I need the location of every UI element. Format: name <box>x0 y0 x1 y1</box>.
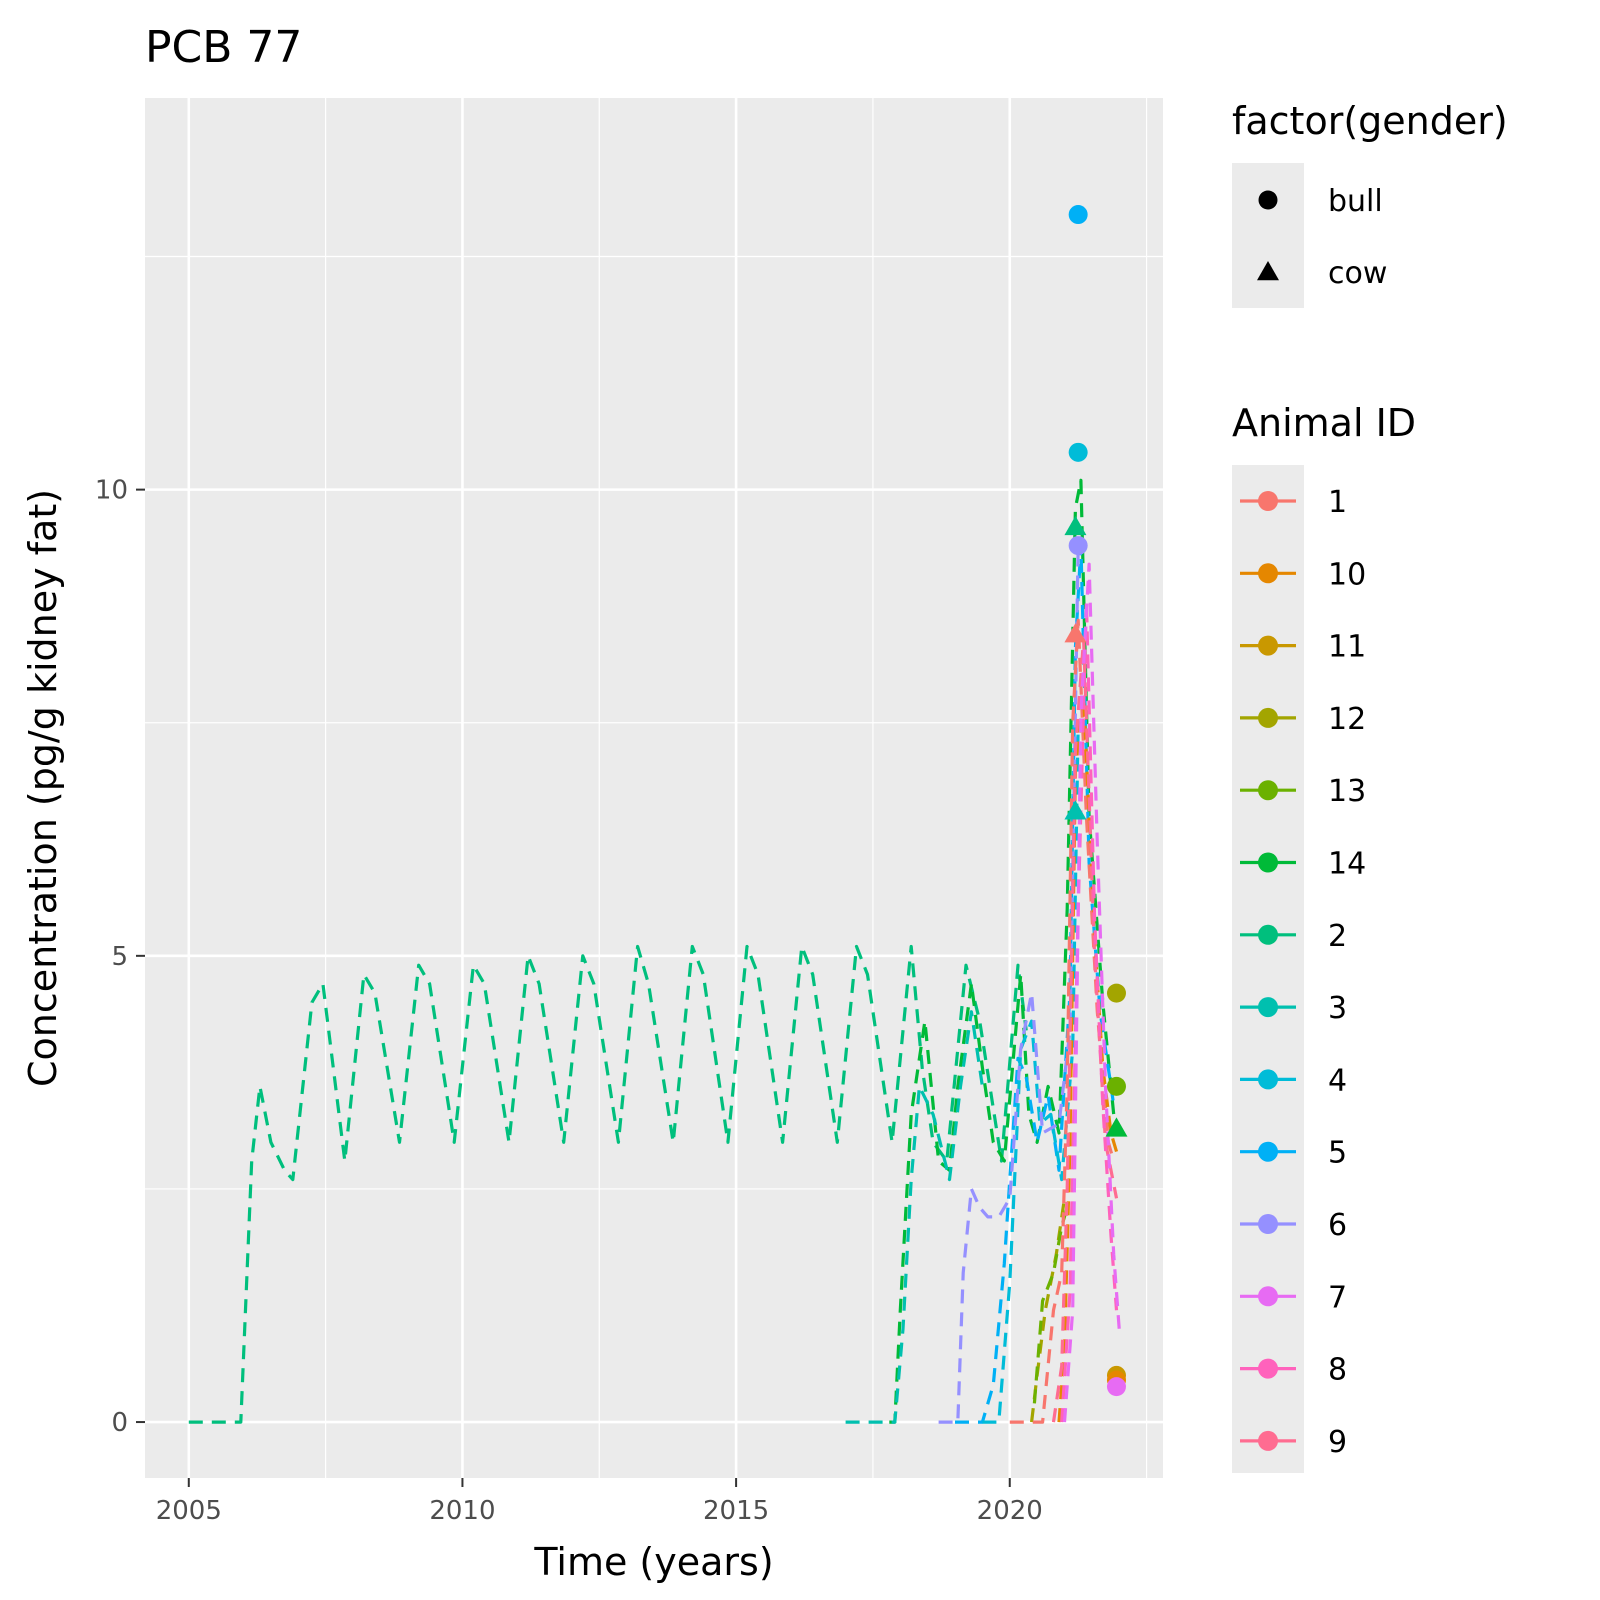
chart-title: PCB 77 <box>145 22 302 73</box>
legend-animal-1-label: 1 <box>1328 485 1347 520</box>
legend-animal-4-dot <box>1258 1069 1278 1090</box>
legend-animal-4-label: 4 <box>1328 1063 1347 1098</box>
data-point <box>1068 205 1088 225</box>
legend-animal-9-dot <box>1258 1430 1278 1451</box>
y-axis: 0 5 10 <box>95 476 145 1438</box>
data-point <box>1105 1117 1128 1137</box>
legend-animal-2-dot <box>1258 924 1278 945</box>
x-axis: 2005 2010 2015 2020 <box>156 1478 1043 1526</box>
legend-animal-11-label: 11 <box>1328 630 1366 665</box>
gender-legend-key-background <box>1232 163 1304 308</box>
data-point <box>1106 1076 1126 1096</box>
legend-animal-13-label: 13 <box>1328 774 1366 809</box>
minor-gridlines <box>145 98 1163 1478</box>
y-axis-title: Concentration (pg/g kidney fat) <box>21 489 65 1087</box>
legend-animal-9-label: 9 <box>1328 1425 1347 1460</box>
legend-animal-7-label: 7 <box>1328 1280 1347 1315</box>
animal-legend-key-background <box>1232 465 1304 1473</box>
series-line-10 <box>1057 693 1119 1423</box>
series-line-8 <box>1060 599 1119 1423</box>
series-lines <box>188 478 1121 1424</box>
legend-animal-14-label: 14 <box>1328 847 1366 882</box>
legend-animal-1-dot <box>1258 491 1278 511</box>
legend-animal-8-label: 8 <box>1328 1353 1347 1388</box>
legend-cow-symbol <box>1257 261 1279 281</box>
legend-animal-14-dot <box>1258 852 1278 873</box>
y-tick-label: 0 <box>111 1408 128 1438</box>
x-tick-label: 2005 <box>156 1496 222 1526</box>
series-line-14 <box>889 478 1116 1424</box>
gender-legend: bull cow <box>1232 163 1387 308</box>
gender-legend-title: factor(gender) <box>1232 99 1508 143</box>
x-tick-label: 2010 <box>429 1496 495 1526</box>
legend-animal-12-label: 12 <box>1328 702 1366 737</box>
animal-id-legend: 1 10 11 12 13 14 2 3 4 5 6 7 8 9 <box>1232 465 1366 1473</box>
x-tick-label: 2015 <box>703 1496 769 1526</box>
y-tick-label: 5 <box>111 942 128 972</box>
legend-animal-10-dot <box>1258 563 1278 584</box>
legend-animal-6-label: 6 <box>1328 1208 1347 1243</box>
legend-animal-12-dot <box>1258 707 1278 728</box>
data-point <box>1106 1377 1126 1397</box>
x-tick-label: 2020 <box>977 1496 1043 1526</box>
legend-animal-2-label: 2 <box>1328 919 1347 954</box>
y-tick-label: 10 <box>95 476 128 506</box>
legend-animal-3-dot <box>1258 997 1278 1018</box>
series-line-7 <box>1062 562 1121 1423</box>
legend-animal-7-dot <box>1258 1286 1278 1307</box>
data-point <box>1068 442 1088 462</box>
data-points <box>1064 205 1128 1397</box>
data-point <box>1064 800 1087 820</box>
x-axis-title: Time (years) <box>533 1540 773 1584</box>
data-point <box>1068 536 1088 556</box>
legend-animal-5-dot <box>1258 1141 1278 1162</box>
data-point <box>1064 623 1087 643</box>
series-line-2 <box>188 944 1028 1424</box>
animal-legend-title: Animal ID <box>1232 401 1416 445</box>
series-line-3 <box>845 1010 984 1424</box>
legend-bull-symbol <box>1258 190 1278 210</box>
legend-animal-8-dot <box>1258 1358 1278 1379</box>
legend-animal-13-dot <box>1258 780 1278 801</box>
legend-animal-5-label: 5 <box>1328 1136 1347 1171</box>
legend-animal-10-label: 10 <box>1328 557 1366 592</box>
legend-animal-11-dot <box>1258 635 1278 656</box>
legend-cow-label: cow <box>1328 256 1387 291</box>
data-point <box>1106 983 1126 1003</box>
legend-animal-6-dot <box>1258 1214 1278 1234</box>
legend-bull-label: bull <box>1328 184 1383 219</box>
plot-panel <box>145 98 1163 1478</box>
series-line-6 <box>938 545 1080 1424</box>
legend-animal-3-label: 3 <box>1328 991 1347 1026</box>
data-point <box>1064 515 1087 536</box>
